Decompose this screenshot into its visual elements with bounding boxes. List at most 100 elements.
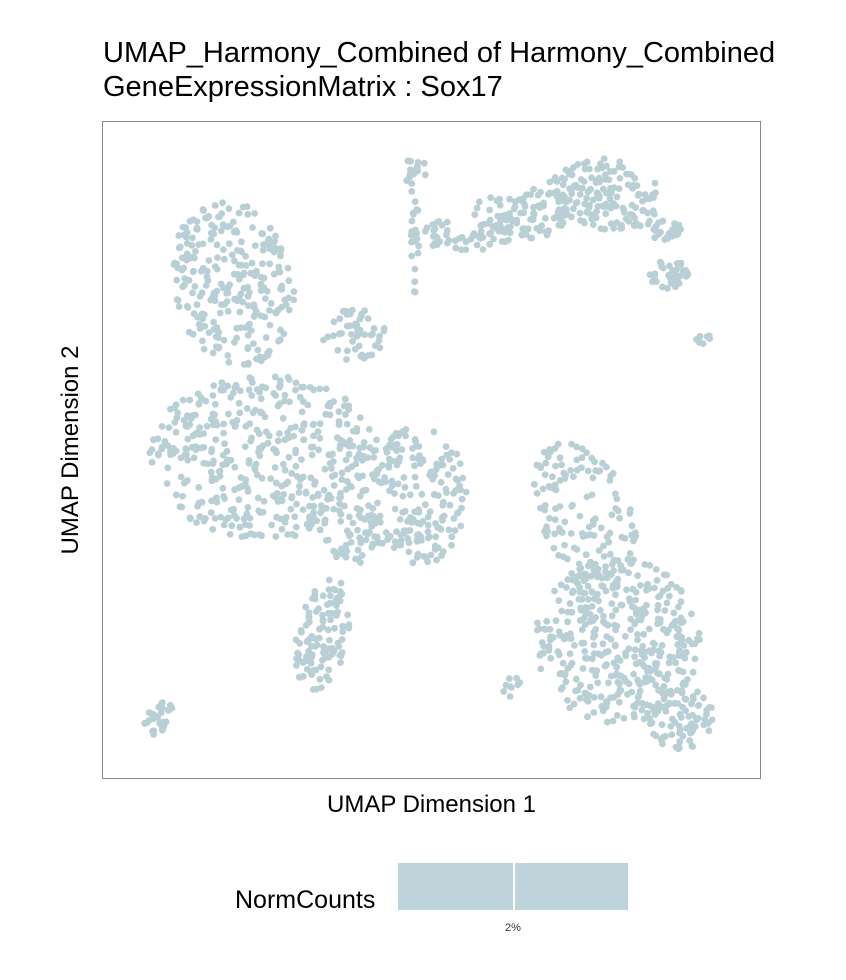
scatter-point [342,541,350,549]
scatter-point [253,471,261,479]
scatter-point [408,252,416,260]
scatter-point [616,158,624,166]
scatter-point [531,480,538,488]
scatter-point [325,666,333,674]
scatter-point [695,701,703,709]
scatter-point [616,698,623,706]
scatter-point [632,596,639,604]
scatter-point [244,331,252,339]
legend-tick-mark [513,863,515,910]
scatter-point [245,460,253,467]
scatter-point [591,515,599,522]
scatter-point [193,225,200,233]
scatter-point [559,181,567,189]
scatter-point [336,507,343,515]
scatter-point [151,712,159,720]
scatter-point [437,525,445,533]
scatter-point [631,713,638,721]
scatter-point [541,471,549,479]
scatter-point [411,265,419,273]
scatter-point [258,409,266,417]
scatter-point [354,546,362,554]
scatter-point [231,463,239,471]
scatter-point [424,521,432,529]
scatter-point [673,633,681,641]
scatter-point [260,497,268,505]
scatter-point [556,454,564,462]
scatter-point [682,273,690,280]
scatter-point [445,526,453,534]
scatter-point [588,491,596,499]
scatter-point [292,523,300,531]
scatter-point [593,208,600,215]
scatter-point [498,238,506,245]
scatter-point [342,440,350,448]
scatter-point [200,459,208,467]
scatter-point [328,473,336,480]
scatter-point [411,462,418,470]
scatter-point [327,616,334,624]
scatter-point [558,174,566,182]
scatter-point [180,231,188,239]
scatter-point [689,668,697,676]
scatter-point [547,654,555,662]
cluster-0 [146,373,381,540]
scatter-point [433,556,440,564]
scatter-point [214,334,222,341]
scatter-point [700,694,707,702]
scatter-point [224,307,232,315]
scatter-point [424,528,432,536]
scatter-point [418,490,426,498]
scatter-point [537,464,545,472]
scatter-point [272,479,280,487]
scatter-point [348,331,355,338]
scatter-point [632,204,639,211]
scatter-points [141,155,716,753]
scatter-point [628,522,636,530]
scatter-point [552,462,559,470]
scatter-point [266,224,274,232]
scatter-point [658,721,666,728]
scatter-point [656,652,663,660]
scatter-point [587,185,594,193]
scatter-point [544,453,552,461]
scatter-point [298,456,305,463]
scatter-point [596,606,604,614]
scatter-point [357,559,364,566]
scatter-point [588,588,596,596]
scatter-point [203,422,211,430]
scatter-point [586,610,594,618]
cluster-19 [576,560,601,612]
scatter-point [325,653,333,661]
scatter-point [580,614,588,622]
scatter-point [583,208,591,216]
scatter-point [271,373,279,381]
scatter-point [613,712,621,719]
scatter-point [609,469,617,477]
scatter-point [636,222,644,230]
scatter-point [416,452,423,459]
scatter-point [419,517,427,525]
scatter-point [207,468,215,476]
scatter-point [580,178,588,185]
scatter-point [571,642,578,649]
scatter-point [347,539,355,546]
scatter-point [421,171,429,179]
cluster-16 [379,527,433,549]
scatter-point [243,203,251,210]
scatter-point [682,695,690,703]
scatter-point [312,608,320,615]
scatter-point [583,493,591,501]
scatter-point [277,252,284,260]
scatter-point [656,619,664,627]
scatter-point [410,210,417,218]
scatter-point [273,449,280,457]
scatter-point [149,727,156,735]
scatter-point [343,356,350,363]
scatter-point [627,626,634,633]
scatter-point [703,333,711,340]
scatter-point [207,236,215,243]
scatter-point [644,220,652,228]
scatter-point [519,225,527,233]
scatter-point [373,467,381,475]
